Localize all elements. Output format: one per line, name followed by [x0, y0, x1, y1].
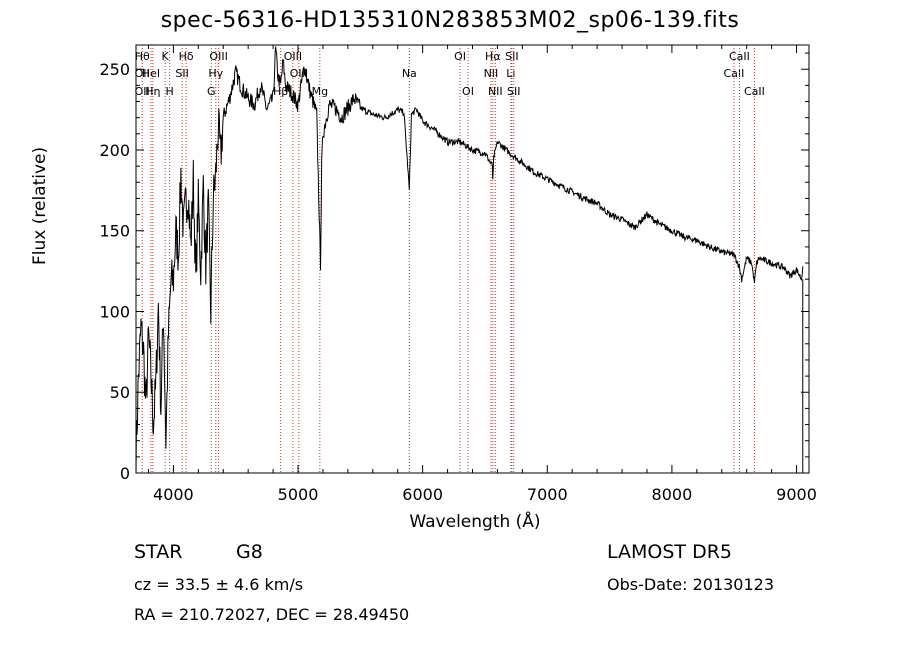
spectral-line-label: K [162, 50, 170, 63]
spectral-line-label: CaII [729, 50, 750, 63]
spectral-line-label: NII [488, 85, 503, 98]
spectral-line-label: OI [462, 85, 474, 98]
y-tick-label: 250 [99, 60, 130, 79]
spectral-line-label: CaII [724, 67, 745, 80]
spectral-line-label: SII [175, 67, 188, 80]
observation-date: Obs-Date: 20130123 [607, 575, 775, 594]
spectral-line-label: OI [454, 50, 466, 63]
spectral-line-label: Hθ [135, 50, 150, 63]
y-tick-label: 50 [110, 383, 130, 402]
survey-name: LAMOST DR5 [607, 541, 732, 563]
spectral-line-label: OIII [284, 50, 302, 63]
spectral-line-label: Hδ [179, 50, 194, 63]
spectral-line-label: NII [484, 67, 499, 80]
x-tick-label: 6000 [402, 485, 443, 504]
spectrum-series [135, 46, 804, 474]
x-tick-label: 4000 [153, 485, 194, 504]
spectral-line-label: CaII [744, 85, 765, 98]
spectral-line-label: Hγ [208, 67, 223, 80]
spectral-line-label: Hβ [273, 85, 288, 98]
x-tick-label: 7000 [527, 485, 568, 504]
object-class: STAR [134, 541, 183, 563]
y-tick-label: 100 [99, 302, 130, 321]
spectral-line-label: Na [402, 67, 417, 80]
spectral-line-label: Mg [312, 85, 328, 98]
x-axis-label: Wavelength (Å) [409, 512, 541, 532]
object-subclass: G8 [236, 541, 263, 563]
y-tick-label: 150 [99, 222, 130, 241]
spectral-line-label: Hη [145, 85, 160, 98]
spectral-line-label: Hα [485, 50, 501, 63]
y-tick-label: 200 [99, 141, 130, 160]
y-axis-label: Flux (relative) [30, 146, 50, 265]
x-tick-label: 8000 [652, 485, 693, 504]
coordinates-readout: RA = 210.72027, DEC = 28.49450 [134, 605, 410, 624]
spectral-line-label: G [207, 85, 216, 98]
spectral-line-label: OIII [209, 50, 227, 63]
y-tick-label: 0 [120, 464, 130, 483]
spectral-line-label: H [166, 85, 174, 98]
spectral-line-label: SII [505, 50, 518, 63]
chart-title: spec-56316-HD135310N283853M02_sp06-139.f… [160, 8, 740, 33]
spectral-line-label: OII [135, 67, 150, 80]
spectral-line-label: HeI [142, 67, 160, 80]
spectral-line-label: Li [506, 67, 515, 80]
x-tick-label: 5000 [278, 485, 319, 504]
x-tick-label: 9000 [776, 485, 817, 504]
redshift-readout: cz = 33.5 ± 4.6 km/s [134, 575, 304, 594]
spectral-line-label: SII [507, 85, 520, 98]
plot-frame [135, 44, 810, 474]
spectral-line-label: OII [135, 85, 150, 98]
